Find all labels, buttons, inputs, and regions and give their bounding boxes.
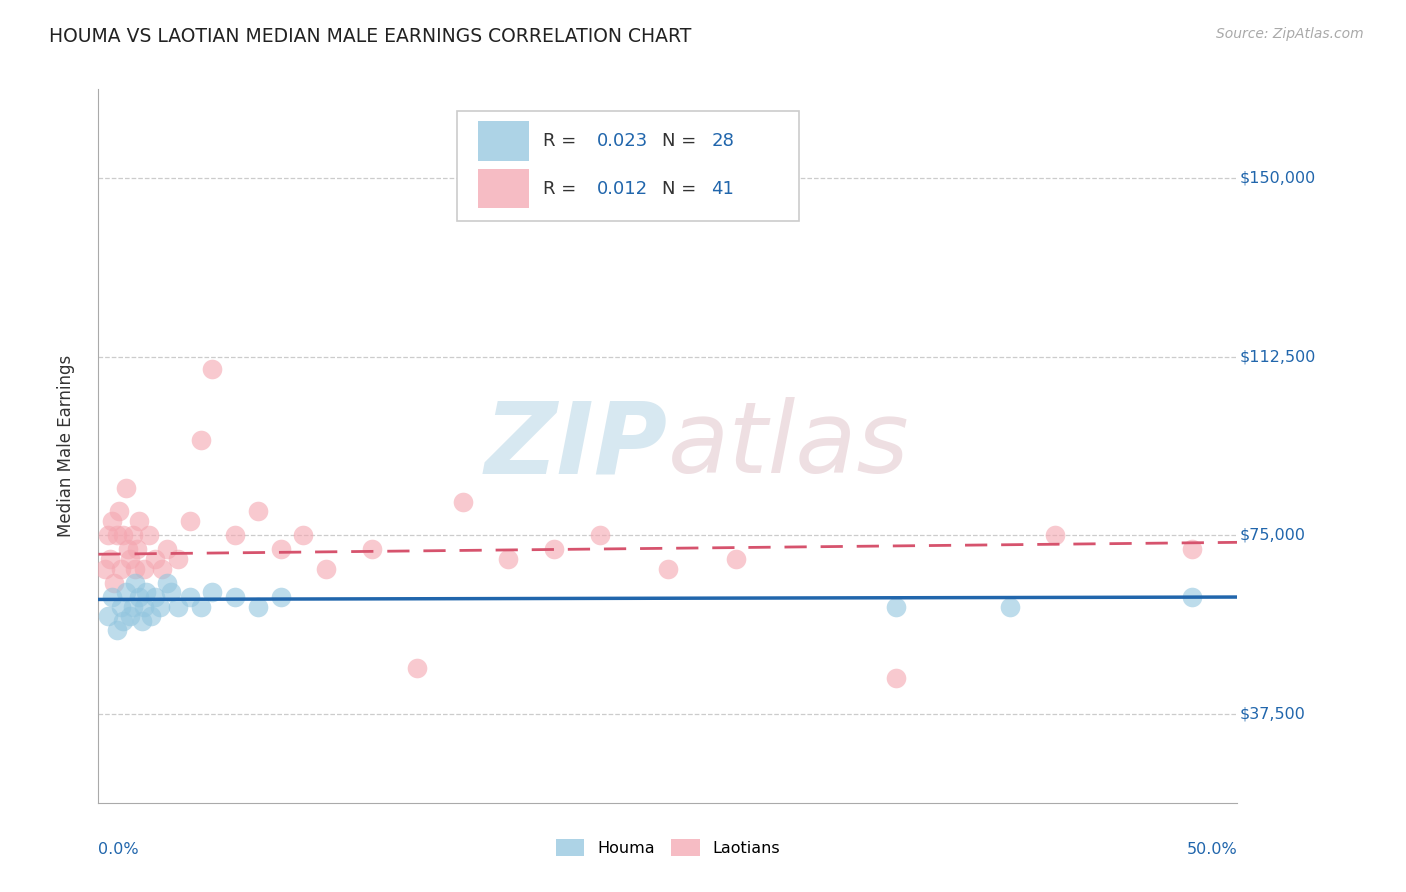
Y-axis label: Median Male Earnings: Median Male Earnings xyxy=(56,355,75,537)
Point xyxy=(1181,590,1204,604)
Point xyxy=(360,542,382,557)
Point xyxy=(246,599,269,614)
Point xyxy=(101,590,124,604)
Point xyxy=(884,671,907,685)
Point xyxy=(292,528,315,542)
Point xyxy=(110,561,132,575)
Text: $75,000: $75,000 xyxy=(1240,528,1306,542)
Legend: Houma, Laotians: Houma, Laotians xyxy=(550,832,786,863)
Point xyxy=(121,599,143,614)
Point xyxy=(131,614,153,628)
Point xyxy=(96,528,118,542)
Text: R =: R = xyxy=(543,132,582,150)
Point xyxy=(124,561,146,575)
Text: $112,500: $112,500 xyxy=(1240,350,1316,364)
Point xyxy=(270,542,292,557)
Point xyxy=(124,575,146,590)
Text: 0.0%: 0.0% xyxy=(98,842,139,857)
Point xyxy=(114,481,136,495)
Point xyxy=(224,590,246,604)
Point xyxy=(588,528,610,542)
Point xyxy=(150,561,173,575)
Point xyxy=(103,575,125,590)
Text: 0.023: 0.023 xyxy=(598,132,648,150)
Point xyxy=(145,552,167,566)
Point xyxy=(160,585,183,599)
Text: N =: N = xyxy=(662,180,702,198)
Point xyxy=(167,552,190,566)
Point xyxy=(127,542,149,557)
Point xyxy=(543,542,565,557)
Point xyxy=(1181,542,1204,557)
Point xyxy=(117,542,139,557)
Text: Source: ZipAtlas.com: Source: ZipAtlas.com xyxy=(1216,27,1364,41)
Text: HOUMA VS LAOTIAN MEDIAN MALE EARNINGS CORRELATION CHART: HOUMA VS LAOTIAN MEDIAN MALE EARNINGS CO… xyxy=(49,27,692,45)
Point xyxy=(179,590,201,604)
Point xyxy=(132,599,155,614)
Point xyxy=(406,661,429,675)
Point xyxy=(725,552,748,566)
Point xyxy=(167,599,190,614)
Point xyxy=(139,609,162,624)
Point xyxy=(121,528,143,542)
Point xyxy=(315,561,337,575)
Point xyxy=(112,614,135,628)
Point xyxy=(138,528,160,542)
Text: ZIP: ZIP xyxy=(485,398,668,494)
Point xyxy=(132,561,155,575)
Point xyxy=(145,590,167,604)
Point xyxy=(101,514,124,528)
Point xyxy=(120,552,142,566)
Text: $150,000: $150,000 xyxy=(1240,171,1316,186)
Point xyxy=(498,552,520,566)
Text: atlas: atlas xyxy=(668,398,910,494)
Point xyxy=(94,561,117,575)
Point xyxy=(246,504,269,518)
Text: 0.012: 0.012 xyxy=(598,180,648,198)
Point xyxy=(108,504,131,518)
Point xyxy=(451,495,474,509)
Point xyxy=(96,609,118,624)
Point xyxy=(112,528,135,542)
Point xyxy=(270,590,292,604)
Point xyxy=(1043,528,1066,542)
Point xyxy=(657,561,679,575)
Text: N =: N = xyxy=(662,132,702,150)
Point xyxy=(98,552,121,566)
Point xyxy=(128,514,150,528)
Point xyxy=(114,585,136,599)
Point xyxy=(156,542,179,557)
Point xyxy=(105,528,128,542)
Point xyxy=(884,599,907,614)
Text: $37,500: $37,500 xyxy=(1240,706,1305,721)
Point xyxy=(179,514,201,528)
Point xyxy=(135,585,157,599)
Point xyxy=(201,361,224,376)
Text: R =: R = xyxy=(543,180,582,198)
Text: 50.0%: 50.0% xyxy=(1187,842,1237,857)
Point xyxy=(128,590,150,604)
Text: 28: 28 xyxy=(711,132,734,150)
Point xyxy=(224,528,246,542)
Point xyxy=(120,609,142,624)
Point xyxy=(105,624,128,638)
Text: 41: 41 xyxy=(711,180,734,198)
Point xyxy=(998,599,1021,614)
Point xyxy=(110,599,132,614)
FancyBboxPatch shape xyxy=(457,111,799,221)
Point xyxy=(156,575,179,590)
Bar xyxy=(478,121,529,161)
Point xyxy=(190,599,212,614)
Bar xyxy=(478,169,529,209)
Point xyxy=(201,585,224,599)
Point xyxy=(149,599,172,614)
Point xyxy=(190,433,212,447)
